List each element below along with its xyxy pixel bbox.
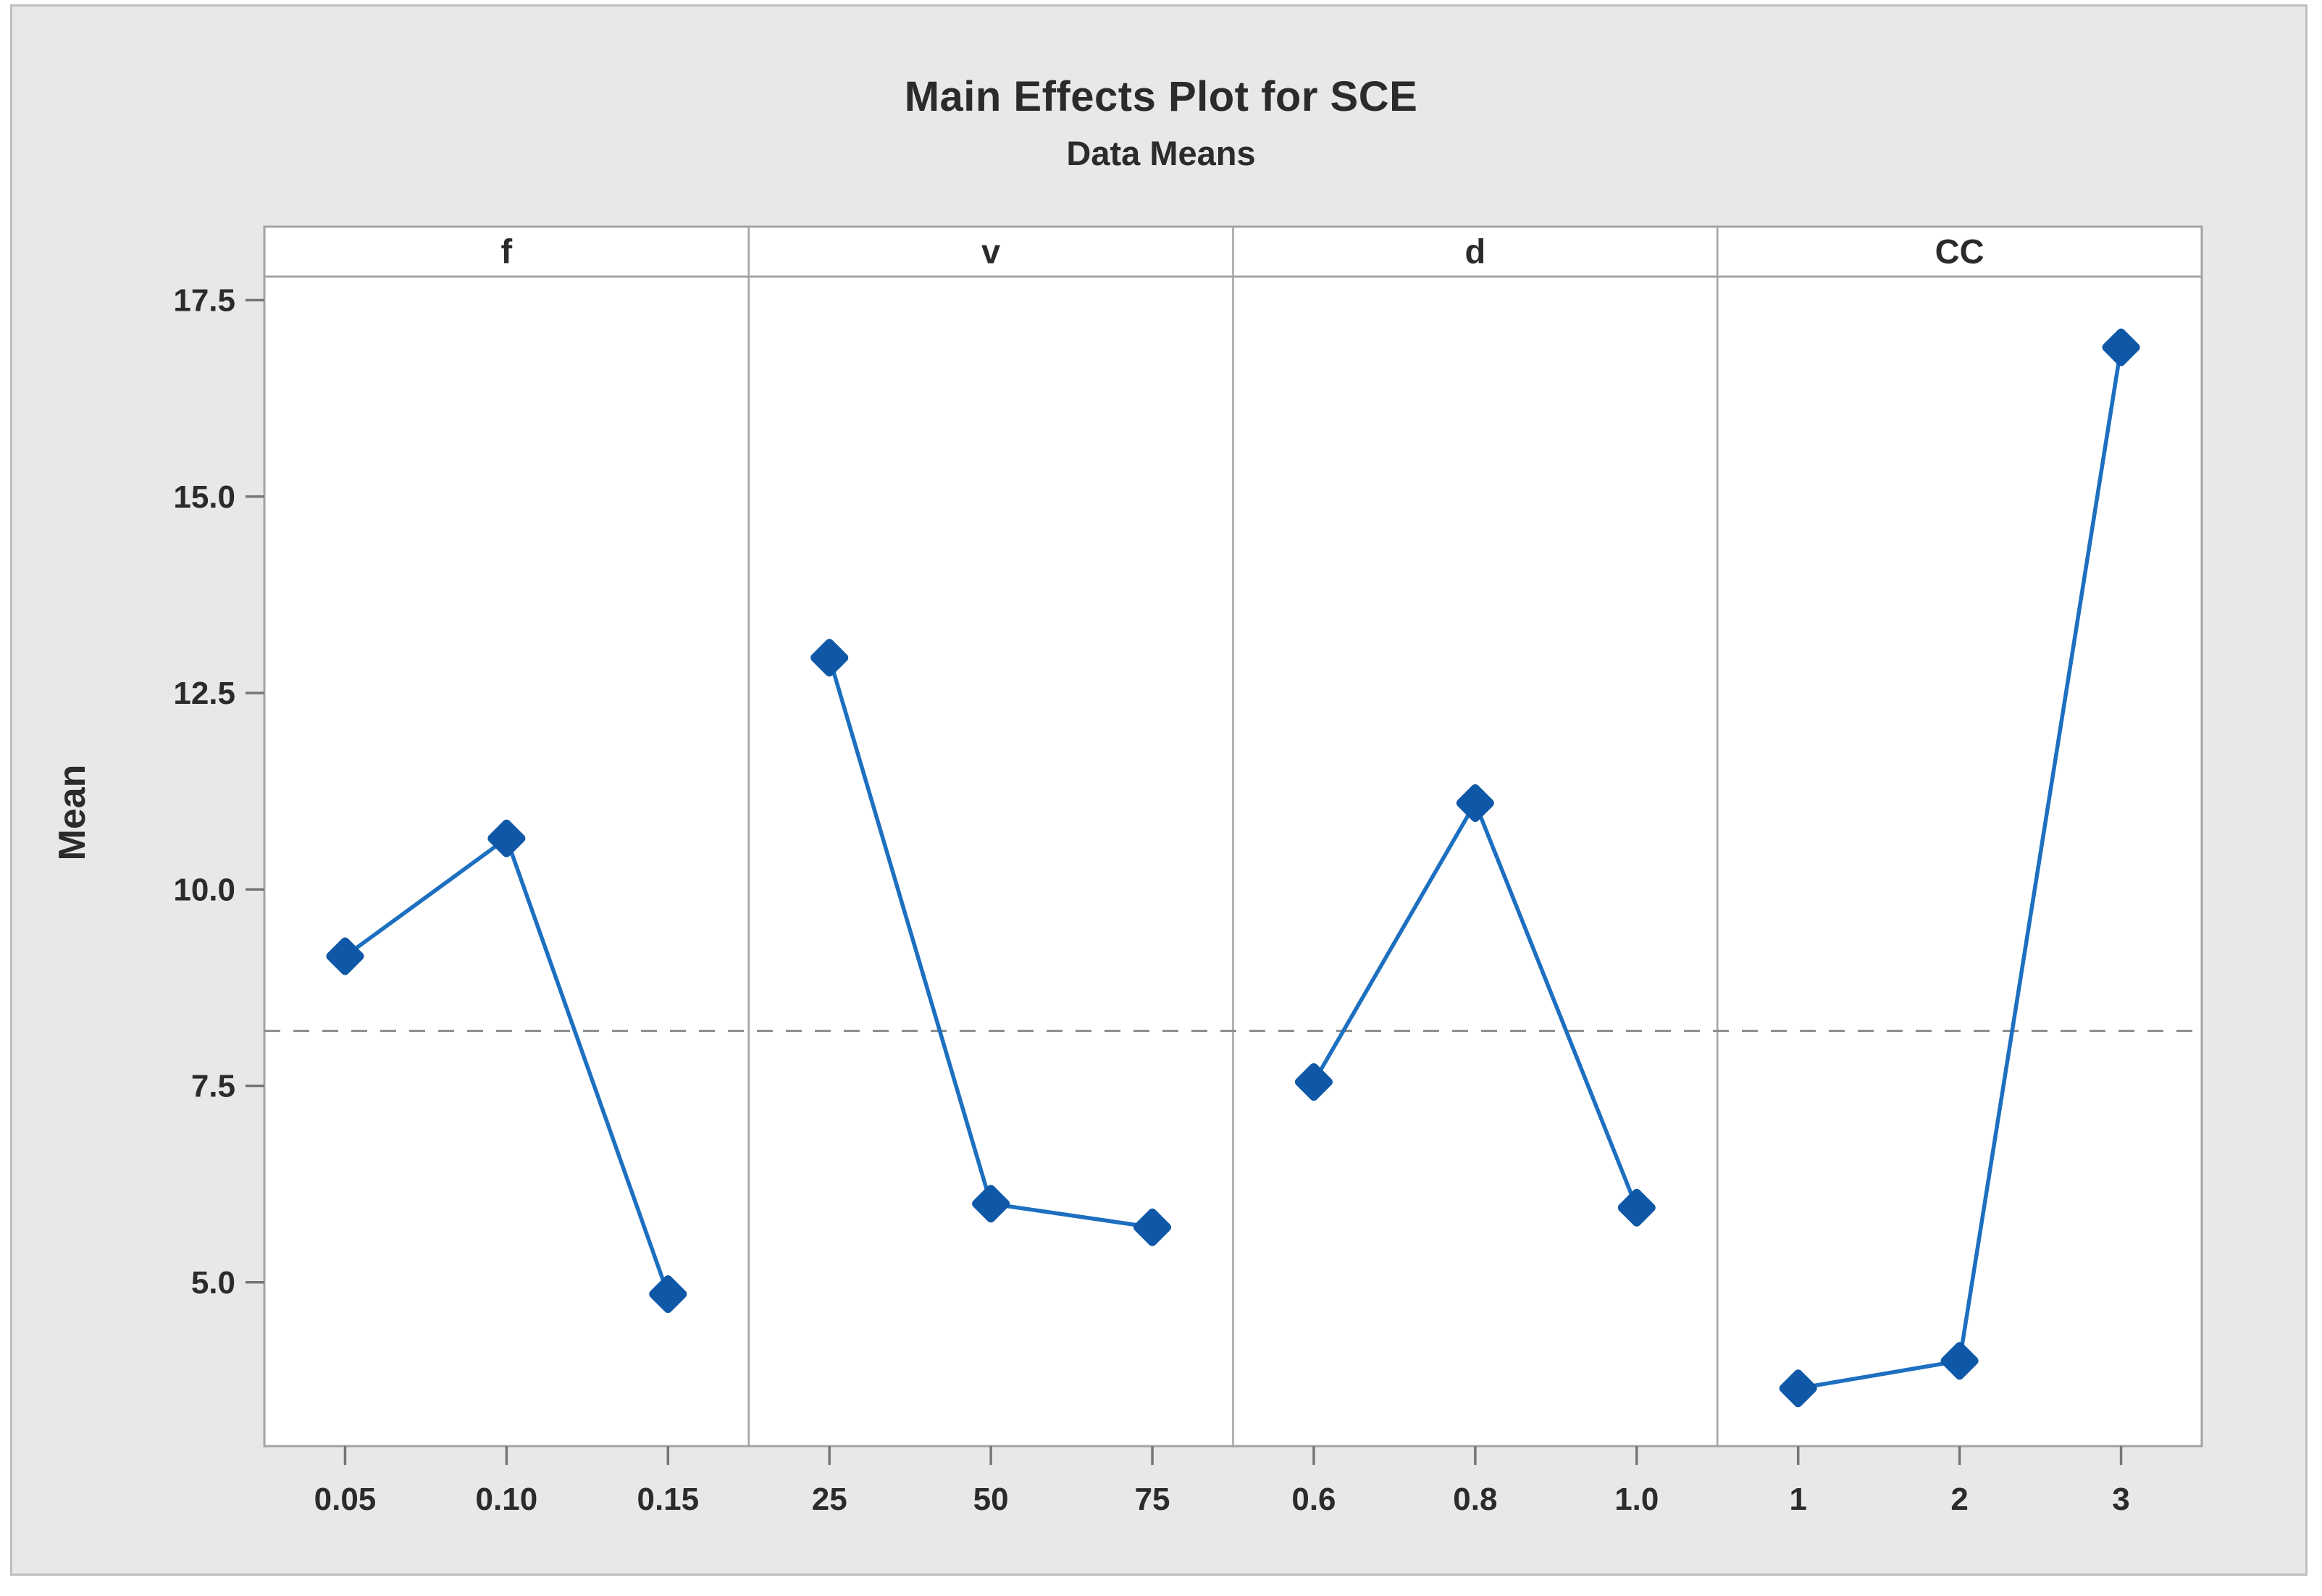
y-tick-label: 5.0: [191, 1265, 235, 1301]
data-point-marker: [2102, 328, 2140, 366]
x-tick-label: 1.0: [1614, 1482, 1659, 1517]
x-tick-label: 0.8: [1453, 1482, 1497, 1517]
y-tick-label: 10.0: [173, 872, 235, 907]
data-point-marker: [1779, 1369, 1817, 1408]
data-point-marker: [1940, 1342, 1979, 1380]
x-tick-label: 50: [973, 1482, 1009, 1517]
x-tick-label: 0.05: [314, 1482, 377, 1517]
panel-header-label: d: [1465, 232, 1486, 271]
x-tick-label: 2: [1950, 1482, 1968, 1517]
x-tick-label: 75: [1135, 1482, 1170, 1517]
data-point-marker: [1294, 1063, 1333, 1101]
data-point-marker: [487, 819, 526, 857]
y-tick-label: 12.5: [173, 676, 235, 711]
data-point-marker: [1133, 1208, 1172, 1246]
chart-title: Main Effects Plot for SCE: [904, 73, 1418, 120]
panel-header-label: f: [501, 232, 513, 271]
x-tick-label: 0.10: [476, 1482, 538, 1517]
data-point-marker: [326, 937, 364, 975]
y-tick-label: 17.5: [173, 283, 235, 319]
x-tick-label: 25: [812, 1482, 847, 1517]
y-tick-label: 7.5: [191, 1069, 235, 1104]
data-point-marker: [810, 639, 849, 677]
x-tick-label: 0.15: [637, 1482, 699, 1517]
data-point-marker: [1617, 1188, 1656, 1227]
x-tick-label: 1: [1789, 1482, 1806, 1517]
x-tick-label: 0.6: [1291, 1482, 1336, 1517]
y-tick-label: 15.0: [173, 479, 235, 515]
panel-header-label: CC: [1935, 232, 1984, 271]
data-point-marker: [972, 1185, 1010, 1223]
chart-subtitle: Data Means: [1066, 134, 1256, 172]
data-point-marker: [649, 1275, 687, 1314]
panel-header-label: v: [981, 232, 1000, 271]
x-tick-label: 3: [2112, 1482, 2129, 1517]
data-point-marker: [1456, 784, 1494, 822]
